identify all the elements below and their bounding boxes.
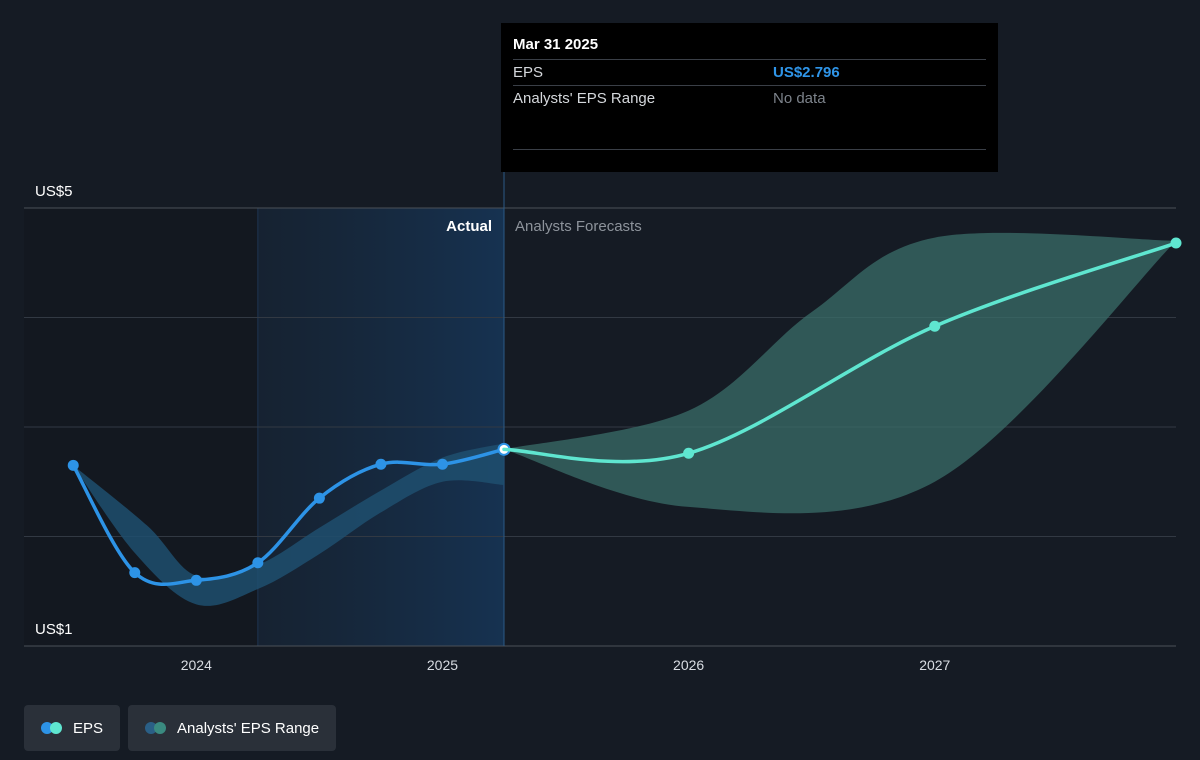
- x-tick-label: 2027: [919, 657, 950, 673]
- eps-range-band-actual: [73, 443, 504, 606]
- eps-point-actual: [436, 458, 448, 470]
- chart-tooltip: Mar 31 2025 EPS US$2.796 Analysts' EPS R…: [501, 23, 998, 172]
- eps-point-actual: [67, 459, 79, 471]
- eps-point-actual: [252, 557, 264, 569]
- tooltip-date: Mar 31 2025: [513, 36, 599, 53]
- eps-point-actual: [129, 567, 141, 579]
- legend-range-label: Analysts' EPS Range: [177, 719, 320, 737]
- tooltip-eps-label: EPS: [513, 64, 544, 81]
- chart-legend: EPS Analysts' EPS Range: [24, 705, 337, 751]
- legend-eps-icon: [41, 722, 63, 734]
- legend-eps-label: EPS: [73, 719, 104, 737]
- x-tick-label: 2024: [181, 657, 212, 673]
- region-label-actual: Actual: [446, 218, 492, 235]
- legend-item-eps-range[interactable]: Analysts' EPS Range: [128, 705, 337, 751]
- eps-point-actual: [313, 492, 325, 504]
- eps-point-forecast: [1170, 237, 1182, 249]
- legend-item-eps[interactable]: EPS: [24, 705, 121, 751]
- region-label-forecast: Analysts Forecasts: [515, 218, 642, 235]
- eps-point-actual: [375, 458, 387, 470]
- eps-point-actual: [190, 574, 202, 586]
- tooltip-row-eps: EPS US$2.796: [513, 59, 986, 85]
- tooltip-divider: [513, 149, 986, 150]
- tooltip-eps-value: US$2.796: [773, 64, 840, 81]
- eps-point-forecast: [683, 447, 695, 459]
- y-axis-label-min: US$1: [35, 621, 73, 638]
- legend-range-icon: [145, 722, 167, 734]
- legend-range-dot-forecast: [154, 722, 167, 734]
- eps-range-band-forecast: [504, 232, 1176, 514]
- eps-point-forecast: [929, 320, 941, 332]
- x-tick-label: 2025: [427, 657, 458, 673]
- legend-eps-dot-forecast: [50, 722, 62, 734]
- tooltip-row-range: Analysts' EPS Range No data: [513, 85, 986, 111]
- tooltip-range-label: Analysts' EPS Range: [513, 90, 656, 107]
- eps-line-forecast: [502, 241, 1178, 464]
- tooltip-range-value: No data: [773, 90, 826, 107]
- x-tick-label: 2026: [673, 657, 704, 673]
- y-axis-label-max: US$5: [35, 183, 73, 200]
